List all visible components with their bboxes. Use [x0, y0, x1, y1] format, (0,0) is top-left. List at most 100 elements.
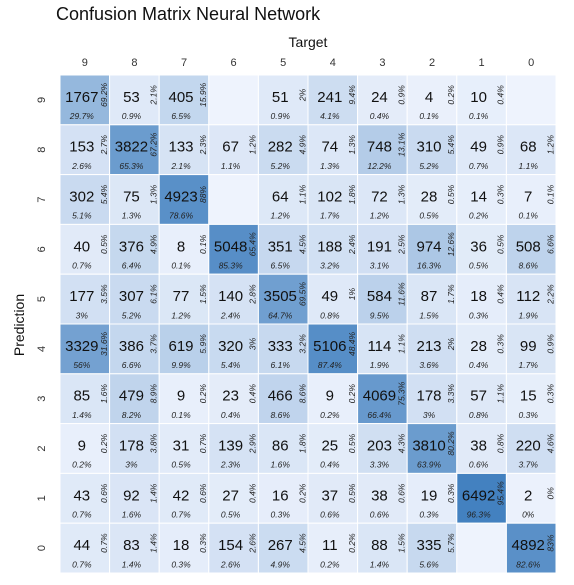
cell-row-percent-label: 0.1% — [198, 234, 208, 254]
cell-col-percent-label: 0.7% — [171, 509, 191, 519]
y-tick-label: 4 — [36, 346, 48, 352]
cell-col-percent-label: 12.2% — [367, 161, 392, 171]
cell-count-label: 282 — [268, 139, 293, 156]
cell-row-percent-label: 0.5% — [99, 234, 109, 254]
cell-col-percent-label: 0.7% — [72, 559, 92, 569]
x-axis-title: Target — [289, 34, 328, 50]
x-tick-label: 9 — [82, 57, 88, 69]
cell-count-label: 6492 — [462, 487, 495, 504]
cell-col-percent-label: 4.9% — [271, 559, 291, 569]
cell-col-percent-label: 6.1% — [271, 360, 291, 370]
cell-col-percent-label: 1.4% — [72, 410, 92, 420]
heatmap-cell — [257, 323, 309, 375]
heatmap-cell — [59, 174, 111, 225]
cell-count-label: 3505 — [264, 288, 297, 305]
cell-count-label: 49 — [321, 288, 338, 305]
cell-col-percent-label: 1.7% — [519, 360, 539, 370]
cell-col-percent-label: 1.4% — [370, 559, 390, 569]
cell-row-percent-label: 0.2% — [347, 384, 357, 404]
cell-count-label: 2 — [524, 487, 532, 504]
cell-row-percent-label: 0.9% — [545, 334, 555, 354]
cell-count-label: 310 — [417, 139, 442, 156]
heatmap-cell — [59, 472, 111, 524]
heatmap-cell — [406, 373, 458, 425]
cell-row-percent-label: 5.7% — [446, 533, 456, 553]
x-tick-label: 2 — [429, 57, 435, 69]
cell-col-percent-label: 4.1% — [320, 111, 340, 121]
heatmap-cell — [307, 522, 359, 574]
heatmap-cells — [59, 74, 557, 574]
cell-col-percent-label: 2.3% — [220, 460, 241, 470]
cell-count-label: 376 — [119, 238, 144, 255]
cell-row-percent-label: 15.9% — [198, 82, 208, 107]
cell-col-percent-label: 5.4% — [221, 360, 241, 370]
cell-row-percent-label: 0.3% — [496, 334, 506, 354]
cell-col-percent-label: 0.4% — [370, 111, 390, 121]
cell-count-label: 99 — [520, 338, 537, 355]
cell-row-percent-label: 2.5% — [396, 234, 406, 255]
cell-row-percent-label: 0.8% — [496, 433, 506, 453]
cell-col-percent-label: 16.3% — [417, 260, 442, 270]
x-tick-label: 7 — [181, 57, 187, 69]
heatmap-cell — [158, 273, 210, 325]
cell-row-percent-label: 1.7% — [446, 284, 456, 304]
cell-row-percent-label: 0.3% — [545, 384, 555, 404]
cell-col-percent-label: 0.2% — [320, 559, 340, 569]
cell-row-percent-label: 8.9% — [148, 384, 158, 404]
cell-col-percent-label: 2.6% — [220, 559, 241, 569]
cell-row-percent-label: 0.6% — [198, 483, 208, 503]
heatmap-cell — [406, 124, 458, 176]
cell-col-percent-label: 0.3% — [469, 310, 489, 320]
cell-count-label: 36 — [470, 238, 487, 255]
cell-row-percent-label: 2.2% — [545, 284, 555, 305]
cell-row-percent-label: 1.3% — [396, 184, 406, 204]
heatmap-cell — [357, 472, 408, 524]
heatmap-cell — [456, 423, 507, 474]
heatmap-cell — [456, 174, 507, 225]
cell-row-percent-label: 5.4% — [446, 135, 456, 155]
cell-count-label: 28 — [421, 188, 438, 205]
cell-col-percent-label: 0.3% — [171, 559, 191, 569]
cell-col-percent-label: 1.7% — [320, 211, 340, 221]
cell-col-percent-label: 6.6% — [122, 360, 142, 370]
y-tick-label: 9 — [36, 97, 48, 103]
cell-count-label: 38 — [470, 437, 487, 454]
cell-col-percent-label: 0.7% — [72, 260, 92, 270]
cell-count-label: 3329 — [65, 338, 98, 355]
cell-count-label: 4923 — [164, 188, 197, 205]
cell-row-percent-label: 3.7% — [148, 334, 158, 354]
cell-col-percent-label: 1.9% — [370, 360, 390, 370]
cell-count-label: 133 — [169, 139, 194, 156]
cell-row-percent-label: 4.9% — [297, 135, 307, 155]
heatmap-cell — [158, 74, 210, 126]
cell-count-label: 31 — [173, 437, 190, 454]
heatmap-cell — [505, 323, 557, 375]
heatmap-cell — [158, 373, 210, 425]
cell-row-percent-label: 8.6% — [297, 384, 307, 404]
cell-col-percent-label: 0.4% — [469, 360, 489, 370]
cell-col-percent-label: 0.9% — [271, 111, 291, 121]
cell-col-percent-label: 29.7% — [69, 111, 95, 121]
cell-count-label: 302 — [69, 188, 94, 205]
cell-row-percent-label: 83% — [545, 534, 555, 551]
cell-col-percent-label: 63.9% — [417, 460, 442, 470]
x-tick-label: 4 — [330, 57, 336, 69]
x-tick-label: 3 — [379, 57, 385, 69]
heatmap-cell — [505, 74, 557, 126]
cell-col-percent-label: 3.3% — [370, 460, 390, 470]
heatmap-labels: 1767 29.7% 69.2% 53 0.9% 2.1% 405 6.5% 15.9% 51 0.… — [65, 82, 555, 569]
heatmap-cell — [208, 323, 259, 375]
heatmap-cell — [208, 373, 259, 425]
cell-col-percent-label: 6.5% — [171, 111, 191, 121]
cell-col-percent-label: 0.1% — [519, 211, 539, 221]
cell-col-percent-label: 1.4% — [122, 559, 142, 569]
cell-col-percent-label: 0.6% — [469, 460, 489, 470]
y-tick-label: 6 — [36, 246, 48, 252]
cell-row-percent-label: 1.6% — [99, 384, 109, 404]
cell-row-percent-label: 1.3% — [148, 184, 158, 204]
cell-row-percent-label: 1.1% — [297, 184, 307, 204]
cell-count-label: 74 — [321, 139, 338, 156]
cell-col-percent-label: 1.6% — [271, 460, 291, 470]
cell-row-percent-label: 88% — [198, 186, 208, 203]
y-tick-label: 1 — [36, 495, 48, 501]
